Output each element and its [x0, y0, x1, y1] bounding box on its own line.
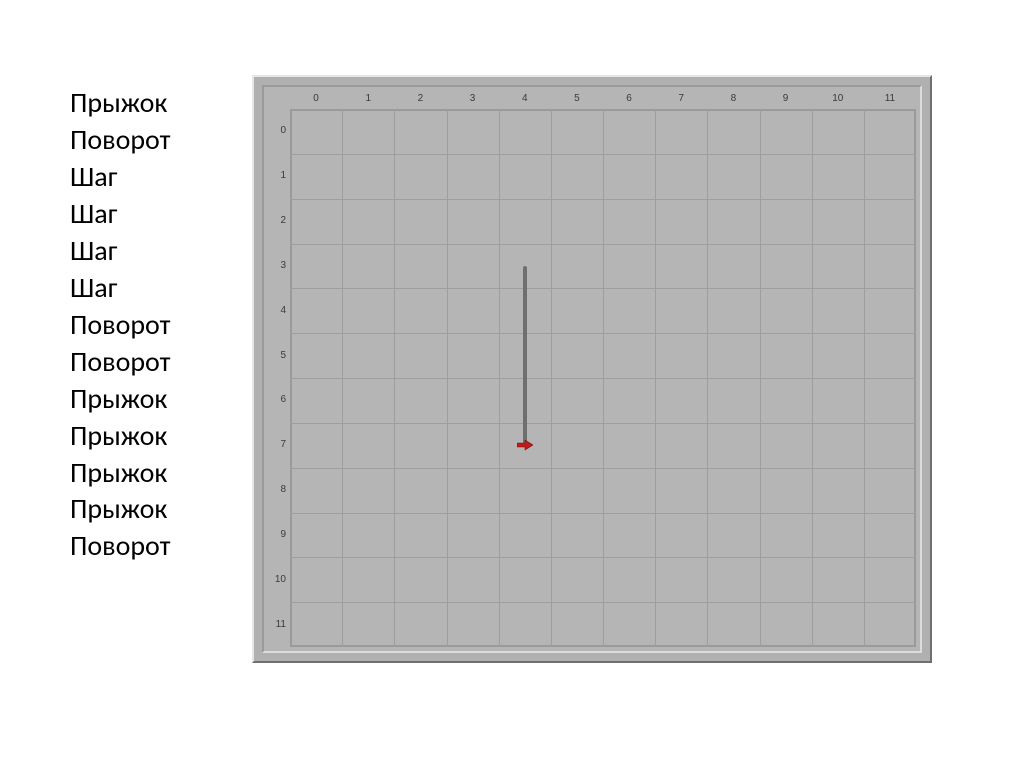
- grid-line-horizontal: [290, 557, 916, 558]
- x-axis-tick-label: 9: [776, 93, 796, 104]
- command-item: Шаг: [70, 270, 170, 307]
- y-axis-tick-label: 1: [272, 170, 286, 181]
- y-axis-tick-label: 0: [272, 125, 286, 136]
- x-axis-tick-label: 11: [880, 93, 900, 104]
- grid-line-horizontal: [290, 602, 916, 603]
- y-axis-tick-label: 8: [272, 484, 286, 495]
- grid-line-horizontal: [290, 468, 916, 469]
- grid-line-horizontal: [290, 423, 916, 424]
- x-axis-tick-label: 8: [723, 93, 743, 104]
- command-item: Прыжок: [70, 455, 170, 492]
- command-item: Поворот: [70, 307, 170, 344]
- command-item: Поворот: [70, 528, 170, 565]
- command-item: Прыжок: [70, 85, 170, 122]
- y-axis-tick-label: 7: [272, 439, 286, 450]
- grid-canvas[interactable]: [290, 109, 916, 647]
- command-item: Шаг: [70, 159, 170, 196]
- y-axis-tick-label: 11: [272, 619, 286, 630]
- x-axis-tick-label: 10: [828, 93, 848, 104]
- command-item: Поворот: [70, 344, 170, 381]
- y-axis-tick-label: 9: [272, 529, 286, 540]
- x-axis-tick-label: 3: [463, 93, 483, 104]
- x-axis-tick-label: 0: [306, 93, 326, 104]
- grid-line-horizontal: [290, 154, 916, 155]
- x-axis-tick-label: 6: [619, 93, 639, 104]
- drawn-path-segment: [523, 266, 527, 445]
- x-axis-tick-label: 5: [567, 93, 587, 104]
- grid-panel-inner: 0 1 2 3 4 5 6 7 8 9 10 11 0 1 2 3 4 5 6 7 8 9 10 11: [262, 85, 922, 653]
- x-axis-tick-label: 1: [358, 93, 378, 104]
- slide-stage: Прыжок Поворот Шаг Шаг Шаг Шаг Поворот П…: [0, 0, 1024, 767]
- command-item: Поворот: [70, 122, 170, 159]
- y-axis-tick-label: 2: [272, 215, 286, 226]
- y-axis-tick-label: 4: [272, 305, 286, 316]
- arrow-right-icon: [517, 439, 533, 451]
- x-axis-tick-label: 7: [671, 93, 691, 104]
- y-axis-tick-label: 10: [272, 574, 286, 585]
- y-axis-tick-label: 3: [272, 260, 286, 271]
- command-item: Прыжок: [70, 491, 170, 528]
- grid-line-horizontal: [290, 244, 916, 245]
- y-axis-tick-label: 6: [272, 394, 286, 405]
- y-axis-tick-label: 5: [272, 350, 286, 361]
- command-item: Прыжок: [70, 381, 170, 418]
- grid-line-horizontal: [290, 513, 916, 514]
- x-axis-tick-label: 2: [410, 93, 430, 104]
- command-item: Шаг: [70, 233, 170, 270]
- x-axis-tick-label: 4: [515, 93, 535, 104]
- grid-panel: 0 1 2 3 4 5 6 7 8 9 10 11 0 1 2 3 4 5 6 7 8 9 10 11: [252, 75, 932, 663]
- grid-line-horizontal: [290, 333, 916, 334]
- command-item: Прыжок: [70, 418, 170, 455]
- command-list: Прыжок Поворот Шаг Шаг Шаг Шаг Поворот П…: [70, 85, 170, 565]
- turtle-cursor[interactable]: [517, 439, 533, 451]
- grid-line-horizontal: [290, 288, 916, 289]
- grid-line-horizontal: [290, 199, 916, 200]
- command-item: Шаг: [70, 196, 170, 233]
- grid-line-horizontal: [290, 378, 916, 379]
